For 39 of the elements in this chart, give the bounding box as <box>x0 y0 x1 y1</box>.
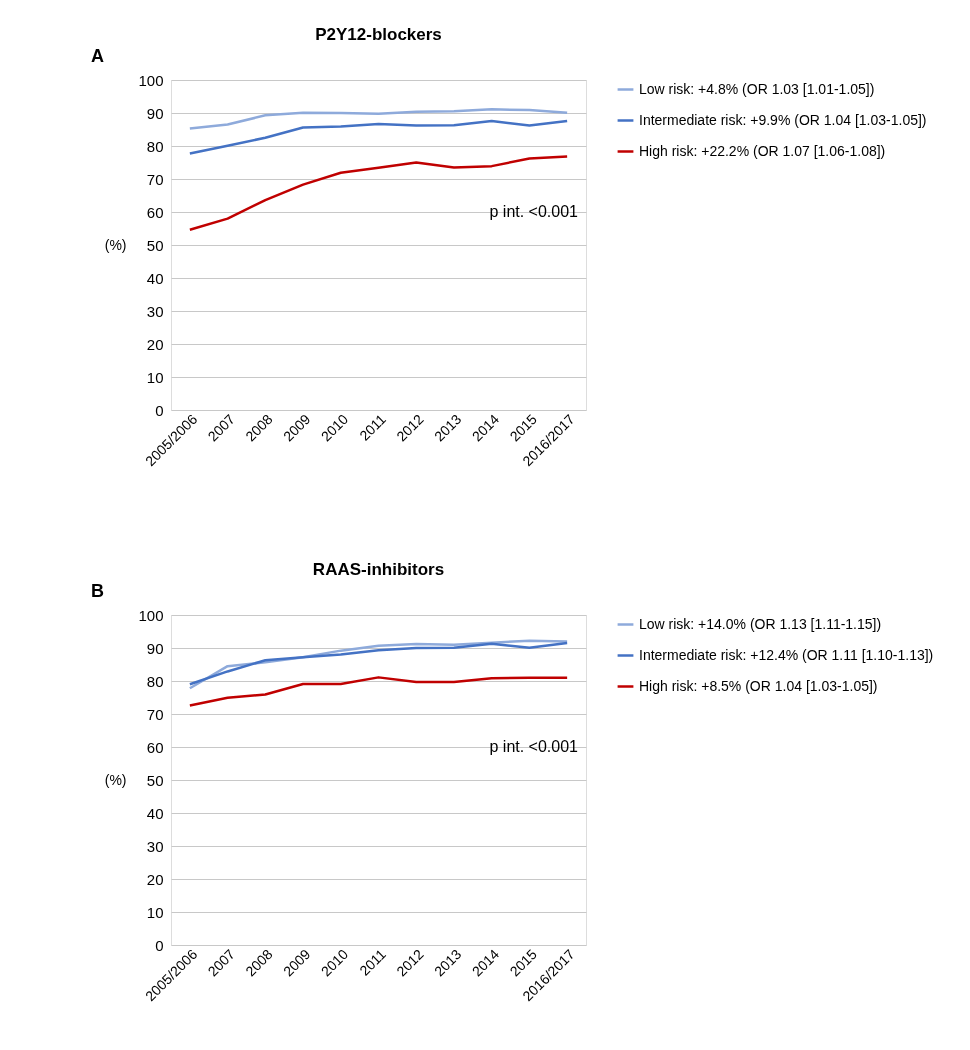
text: B <box>91 581 104 601</box>
legend-label: Intermediate risk: +12.4% (OR 1.11 [1.10-1.13]) <box>639 646 934 663</box>
annotation: p int. <0.001 <box>489 738 579 755</box>
y-tick-label: 30 <box>146 302 164 320</box>
line-series <box>188 119 569 155</box>
y-axis-title: (%) <box>104 236 127 253</box>
y-axis-title: (%) <box>104 771 127 788</box>
annotation: p int. <0.001 <box>489 203 579 220</box>
y-tick-label: 90 <box>146 639 164 657</box>
y-tick-label: 50 <box>146 236 164 254</box>
y-tick-label: 100 <box>138 606 164 624</box>
y-tick-label: 10 <box>146 368 164 386</box>
y-tick-label: 70 <box>146 170 164 188</box>
legend-label: Low risk: +14.0% (OR 1.13 [1.11-1.15]) <box>639 615 882 632</box>
text: A <box>91 46 104 66</box>
line-series <box>188 676 569 707</box>
y-tick-label: 0 <box>155 936 164 954</box>
y-tick-label: 80 <box>146 672 164 690</box>
y-tick-label: 90 <box>146 104 164 122</box>
y-tick-label: 30 <box>146 837 164 855</box>
y-tick-label: 20 <box>146 870 164 888</box>
y-tick-label: 20 <box>146 335 164 353</box>
legend-label: Low risk: +4.8% (OR 1.03 [1.01-1.05]) <box>639 80 875 97</box>
legend-label: Intermediate risk: +9.9% (OR 1.04 [1.03-1.05]) <box>639 111 927 128</box>
line-series <box>188 108 569 130</box>
y-tick-label: 50 <box>146 771 164 789</box>
y-tick-label: 60 <box>146 203 164 221</box>
y-tick-label: 40 <box>146 269 164 287</box>
y-tick-label: 0 <box>155 401 164 419</box>
legend-label: High risk: +8.5% (OR 1.04 [1.03-1.05]) <box>639 677 878 694</box>
chart-title: RAAS-inhibitors <box>312 560 445 579</box>
y-tick-label: 60 <box>146 738 164 756</box>
y-tick-label: 10 <box>146 903 164 921</box>
y-tick-label: 100 <box>138 71 164 89</box>
legend-label: High risk: +22.2% (OR 1.07 [1.06-1.08]) <box>639 142 886 159</box>
y-tick-label: 70 <box>146 705 164 723</box>
chart-title: P2Y12-blockers <box>315 25 442 44</box>
y-tick-label: 40 <box>146 804 164 822</box>
y-tick-label: 80 <box>146 137 164 155</box>
